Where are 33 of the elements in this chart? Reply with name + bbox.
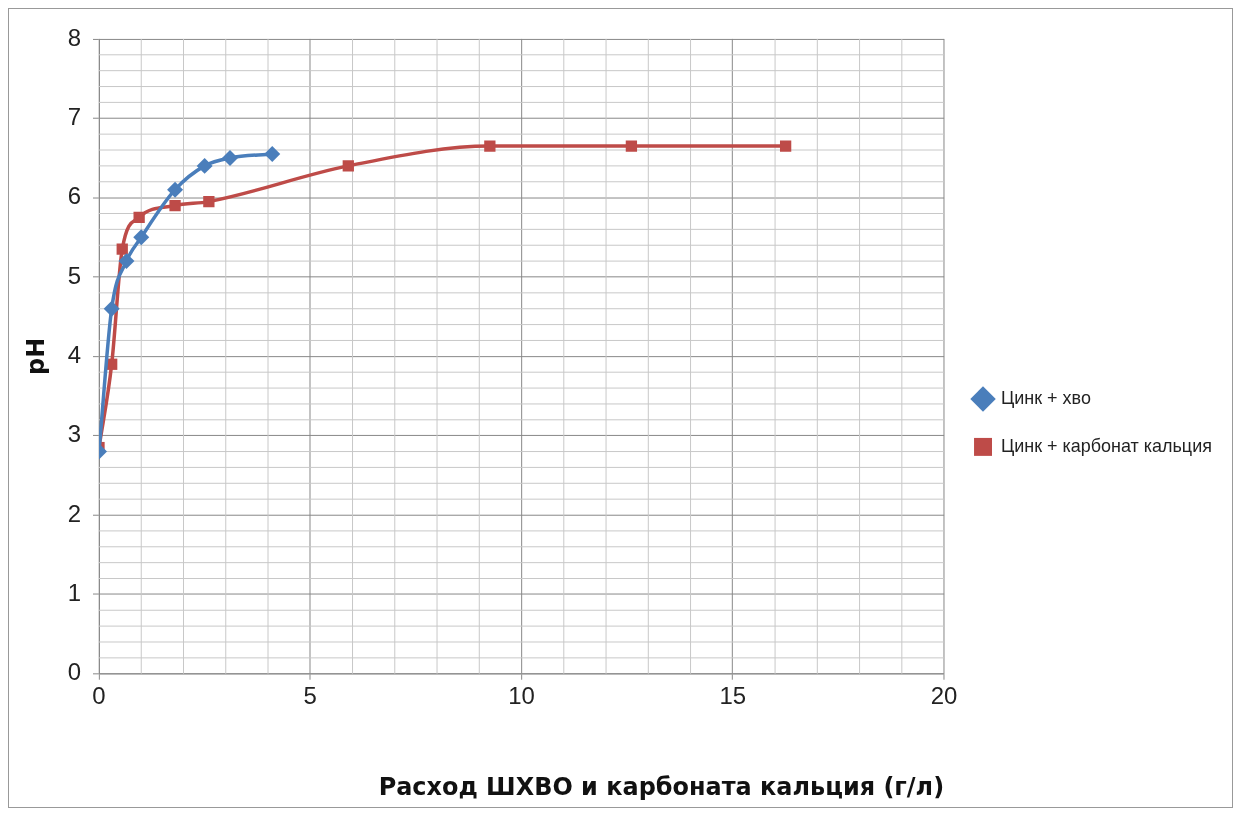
y-tick-label: 0	[67, 658, 82, 686]
x-axis-title: Расход ШХВО и карбоната кальция (г/л)	[378, 772, 945, 801]
point	[169, 199, 181, 212]
point	[196, 157, 213, 174]
y-tick-label: 3	[67, 420, 82, 448]
point	[264, 146, 281, 162]
legend-label: Цинк + хво	[1000, 387, 1091, 408]
x-tick-label: 0	[92, 681, 106, 709]
point	[203, 195, 215, 208]
point	[342, 160, 354, 172]
y-tick-label: 4	[67, 340, 82, 368]
y-axis-title: pH	[21, 337, 50, 375]
x-tick-label: 10	[508, 681, 535, 709]
x-tick-label: 20	[930, 681, 958, 709]
point	[133, 211, 145, 224]
y-tick-label: 8	[67, 23, 82, 51]
x-tick-label: 15	[719, 681, 747, 709]
y-tick-label: 6	[67, 182, 82, 210]
y-tick-label: 1	[67, 579, 82, 606]
legend-label: Цинк + карбонат кальция	[1000, 435, 1212, 456]
point	[222, 149, 238, 166]
point	[118, 253, 135, 270]
point	[116, 243, 128, 255]
point	[133, 229, 150, 246]
y-tick-label: 2	[67, 499, 82, 527]
x-tick-label: 5	[303, 681, 317, 709]
point	[484, 140, 496, 152]
point	[625, 140, 638, 152]
y-tick-label: 7	[67, 102, 82, 130]
point	[779, 140, 792, 152]
point	[167, 181, 184, 198]
point	[103, 300, 120, 317]
y-tick-label: 5	[67, 261, 82, 289]
